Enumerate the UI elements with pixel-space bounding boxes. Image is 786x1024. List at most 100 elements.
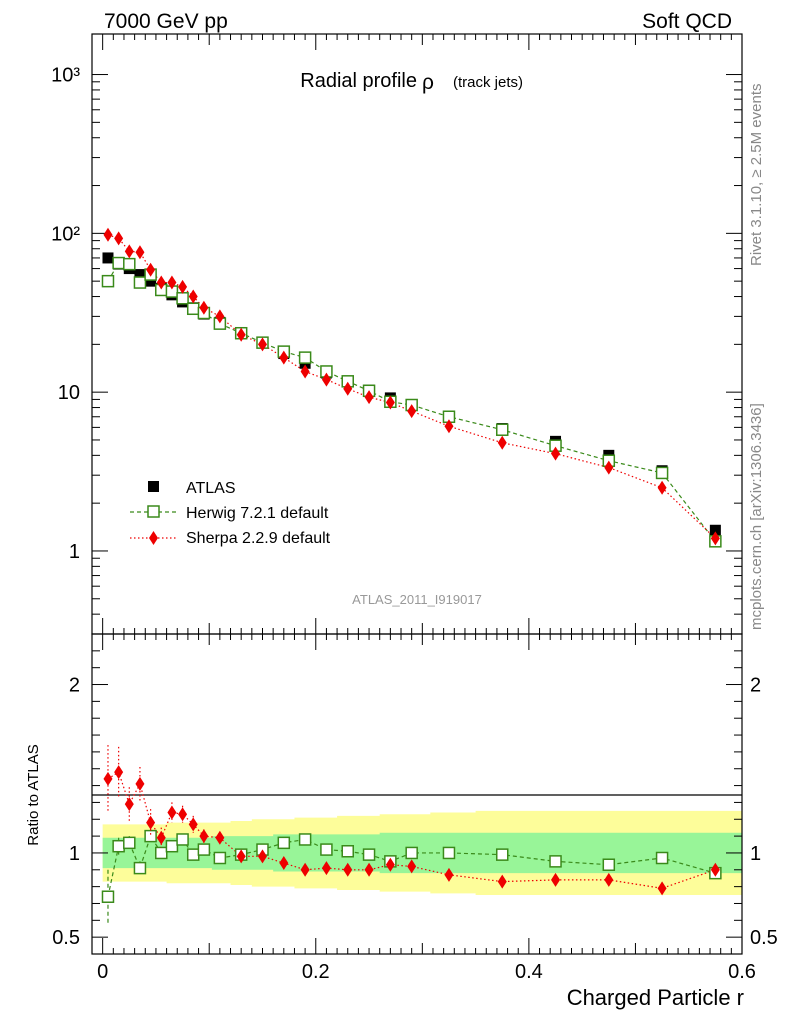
x-tick-labels: 0 0.2 0.4 0.6 [97,961,756,983]
ratio-y-tick-label: 2 [69,675,80,697]
legend: ATLAS Herwig 7.2.1 default Sherpa 2.2.9 … [130,480,331,547]
herwig-point [186,302,200,316]
ratio-series-markers [101,745,722,924]
herwig-ratio-point [362,848,376,861]
sherpa-ratio-point [236,849,246,864]
herwig-ratio-point [133,861,147,875]
sherpa-ratio-point [710,862,720,877]
herwig-point [655,466,669,480]
herwig-point [101,274,115,288]
sherpa-point [444,419,454,434]
sherpa-point [385,395,395,410]
sherpa-point [279,350,289,365]
mcplots-ref: mcplots.cern.ch [arXiv:1306.3436] [748,403,765,630]
sherpa-ratio-point [604,872,614,887]
header-left: 7000 GeV pp [104,10,228,33]
sherpa-ratio-point [146,815,156,830]
watermark: ATLAS_2011_I919017 [352,592,482,607]
main-series-markers [101,227,722,548]
main-series-lines [107,234,716,542]
sherpa-point [321,372,331,387]
herwig-ratio-point [186,848,200,861]
herwig-ratio-point [101,890,115,903]
chart-title-suffix: (track jets) [453,74,523,91]
herwig-point [112,256,125,270]
atlas-point [134,269,146,281]
sherpa-ratio-point [257,849,267,864]
sherpa-point [710,531,720,546]
legend-herwig-marker [147,505,160,518]
sherpa-point [199,300,209,315]
ratio-axis-ticks [92,633,743,955]
x-axis-label: Charged Particle r [567,985,744,1010]
sherpa-ratio-point [114,765,124,780]
sherpa-point [551,446,561,461]
herwig-ratio-point [442,846,456,860]
ratio-y-tick-label: 0.5 [52,927,80,949]
sherpa-ratio-point [551,872,561,887]
sherpa-ratio-point [657,881,667,896]
sherpa-point [604,460,614,475]
sherpa-point [364,390,374,405]
sherpa-ratio-point [178,807,188,822]
ratio-y-tick-label-right: 2 [750,675,761,697]
sherpa-point [497,435,507,450]
legend-herwig-label: Herwig 7.2.1 default [186,505,329,522]
herwig-ratio-point [213,851,227,865]
herwig-ratio-point [176,833,189,846]
header-right: Soft QCD [642,10,732,33]
rivet-info: Rivet 3.1.10, ≥ 2.5M events [748,84,765,267]
herwig-ratio-point [298,833,312,846]
sherpa-ratio-point [321,861,331,876]
herwig-point [298,351,312,364]
main-y-tick-labels: 1 10 10² 10³ [51,65,80,563]
x-tick-label: 0 [97,961,108,983]
herwig-point [495,423,509,436]
x-tick-label: 0.4 [515,961,543,983]
sherpa-ratio-point [407,859,417,874]
sherpa-ratio-point [343,862,353,877]
sherpa-point [103,227,113,242]
atlas-point [102,252,114,264]
sherpa-ratio-point [124,797,134,812]
series-line-2 [107,234,716,539]
sherpa-ratio-point [279,856,289,871]
sherpa-ratio-point [497,874,507,889]
legend-atlas-label: ATLAS [186,480,236,497]
herwig-ratio-point [155,846,168,860]
herwig-ratio-point [277,836,291,850]
y-tick-label: 10² [51,223,80,245]
sherpa-ratio-point [215,830,225,845]
chart-title: Radial profile [300,70,417,92]
sherpa-ratio-point [188,817,198,832]
sherpa-ratio-point [444,867,454,882]
sherpa-point [124,244,134,259]
atlas-point [709,524,721,536]
herwig-ratio-point [112,839,125,853]
herwig-ratio-point [495,848,509,861]
sherpa-ratio-point [199,829,209,844]
sherpa-point [188,289,198,304]
herwig-ratio-point [655,851,669,865]
ratio-y-tick-label-right: 0.5 [750,927,778,949]
ratio-y-tick-label-right: 1 [750,843,761,865]
sherpa-ratio-point [135,776,145,791]
sherpa-point [236,327,246,342]
y-tick-label: 10 [58,382,80,404]
sherpa-ratio-point [156,830,166,845]
herwig-point [176,292,189,305]
y-tick-label: 1 [69,541,80,563]
herwig-ratio-point [602,858,616,871]
herwig-ratio-point [123,836,136,850]
herwig-point [123,257,136,271]
sherpa-point [215,309,225,324]
sherpa-point [114,231,124,246]
series-line-1 [107,262,716,542]
x-tick-label: 0.2 [302,961,330,983]
herwig-ratio-point [549,855,562,868]
sherpa-ratio-point [300,862,310,877]
legend-sherpa-marker [149,531,158,545]
herwig-point [133,276,147,289]
